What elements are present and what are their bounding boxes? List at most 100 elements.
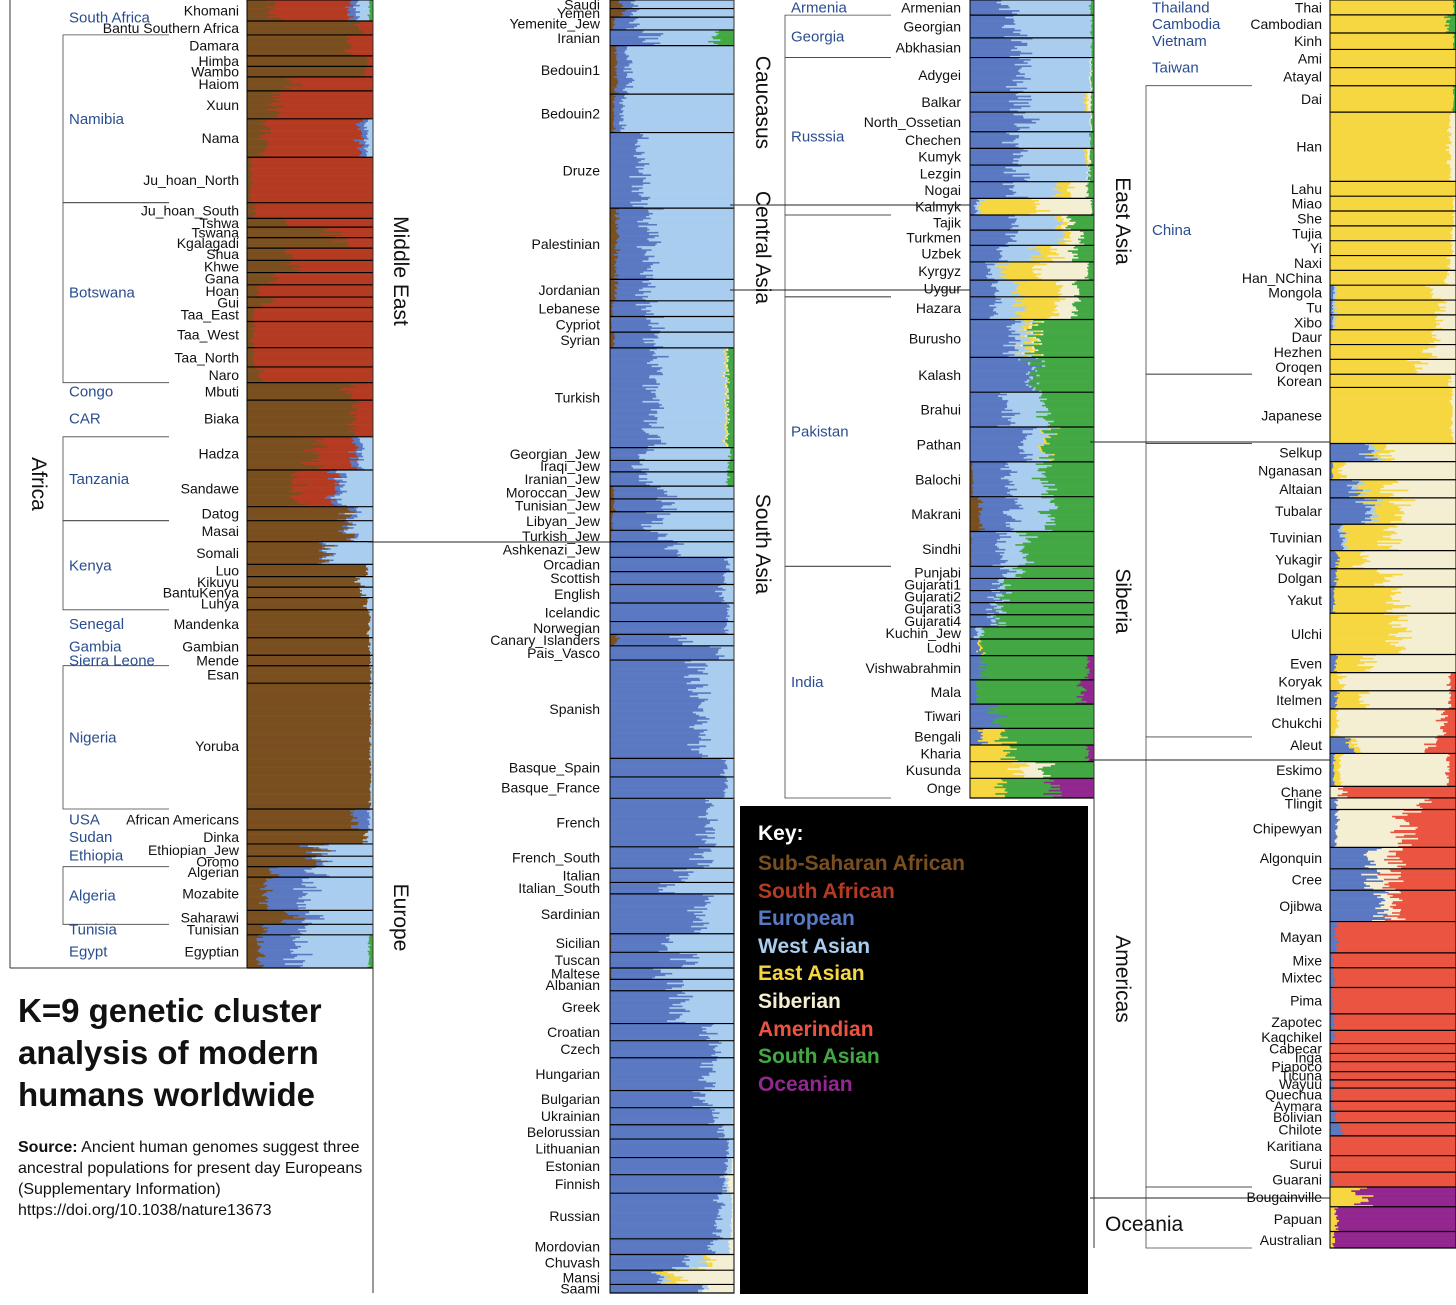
sample-segment <box>247 382 350 385</box>
sample-segment <box>651 282 735 285</box>
sample-segment <box>610 621 727 624</box>
sample-segment <box>729 568 735 571</box>
sample-segment <box>370 828 374 831</box>
sample-segment <box>247 593 363 595</box>
sample-segment <box>636 10 735 13</box>
sample-segment <box>610 1149 727 1152</box>
sample-segment <box>363 834 374 837</box>
sample-segment <box>610 365 652 368</box>
sample-segment <box>247 931 267 934</box>
sample-segment <box>610 407 665 410</box>
sample-segment <box>970 442 1024 445</box>
sample-segment <box>368 813 374 816</box>
sample-segment <box>247 880 268 883</box>
sample-segment <box>610 195 642 198</box>
sample-segment <box>719 29 735 32</box>
sample-segment <box>251 205 374 208</box>
sample-segment <box>702 1101 735 1104</box>
sample-segment <box>1092 87 1095 90</box>
sample-segment <box>657 434 726 437</box>
sample-segment <box>291 87 374 90</box>
sample-segment <box>729 450 735 453</box>
sample-segment <box>610 260 617 263</box>
sample-segment <box>610 324 612 327</box>
sample-segment <box>1035 245 1052 248</box>
sample-segment <box>692 955 735 958</box>
sample-segment <box>324 843 330 846</box>
sample-segment <box>358 25 374 28</box>
sample-segment <box>1087 270 1095 273</box>
sample-segment <box>1002 183 1057 186</box>
sample-segment <box>247 72 367 75</box>
sample-segment <box>610 783 727 786</box>
sample-segment <box>693 727 735 730</box>
sample-segment <box>724 412 727 415</box>
sample-segment <box>1029 363 1095 366</box>
sample-segment <box>643 179 735 182</box>
sample-segment <box>252 318 374 321</box>
sample-segment <box>610 900 706 903</box>
sample-segment <box>1032 347 1036 350</box>
sample-segment <box>610 362 648 365</box>
sample-segment <box>610 653 716 656</box>
sample-segment <box>247 39 348 42</box>
sample-segment <box>659 383 724 386</box>
sample-segment <box>610 490 614 493</box>
sample-segment <box>1079 241 1095 244</box>
sample-segment <box>1072 303 1095 306</box>
sample-segment <box>703 851 735 854</box>
sample-segment <box>679 1017 735 1019</box>
sample-segment <box>1089 168 1095 171</box>
sample-segment <box>610 930 695 933</box>
sample-segment <box>703 710 735 712</box>
sample-segment <box>610 114 616 117</box>
sample-segment <box>610 410 658 413</box>
sample-segment <box>610 217 620 220</box>
sample-segment <box>725 371 735 374</box>
sample-segment <box>694 853 735 856</box>
sample-segment <box>247 175 253 178</box>
sample-segment <box>727 418 729 421</box>
population-bar-croatian <box>610 1023 735 1041</box>
sample-segment <box>654 44 718 46</box>
sample-segment <box>728 349 735 352</box>
sample-segment <box>247 479 293 482</box>
sample-segment <box>610 671 704 674</box>
sample-segment <box>697 719 735 722</box>
sample-segment <box>970 335 1009 338</box>
sample-segment <box>1009 55 1093 58</box>
sample-segment <box>1027 42 1092 45</box>
sample-segment <box>610 388 647 390</box>
sample-segment <box>1077 285 1095 288</box>
sample-segment <box>610 216 616 218</box>
sample-segment <box>610 1188 723 1191</box>
sample-segment <box>709 645 735 648</box>
sample-segment <box>358 535 374 538</box>
sample-segment <box>1050 428 1095 431</box>
sample-segment <box>724 578 735 580</box>
sample-segment <box>610 36 639 39</box>
sample-segment <box>266 108 374 111</box>
sample-segment <box>721 601 735 604</box>
sample-segment <box>266 11 351 14</box>
sample-segment <box>1002 398 1048 401</box>
sample-segment <box>610 692 712 695</box>
sample-segment <box>664 492 735 495</box>
sample-segment <box>688 689 735 691</box>
sample-segment <box>306 871 374 873</box>
sample-segment <box>658 322 735 325</box>
sample-segment <box>1031 198 1093 201</box>
sample-segment <box>1091 54 1095 57</box>
sample-segment <box>282 260 374 263</box>
sample-segment <box>698 1260 707 1263</box>
sample-segment <box>634 143 735 146</box>
sample-segment <box>1019 68 1091 71</box>
sample-segment <box>1005 195 1053 197</box>
sample-segment <box>247 436 301 439</box>
sample-segment <box>610 113 614 116</box>
sample-segment <box>1029 327 1032 330</box>
sample-segment <box>364 144 370 147</box>
sample-segment <box>370 823 374 826</box>
sample-segment <box>724 376 727 379</box>
sample-segment <box>695 833 735 836</box>
